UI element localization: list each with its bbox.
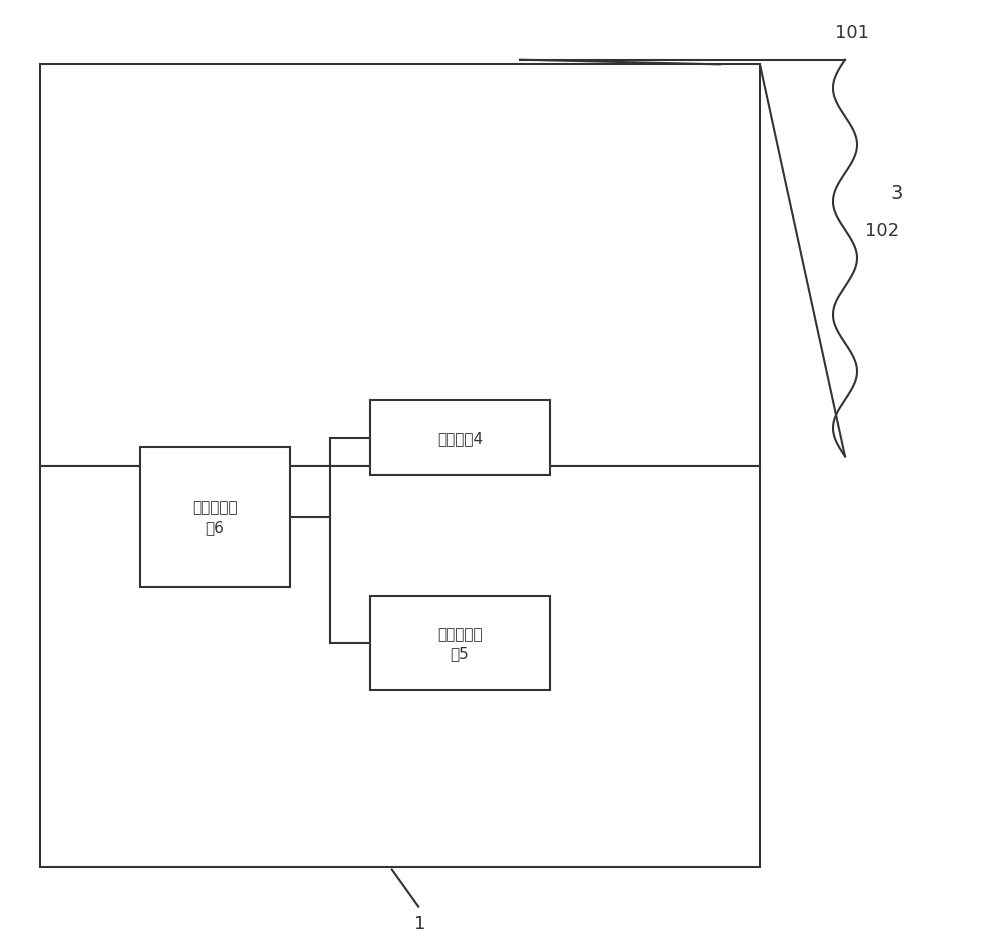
Bar	[140, 447, 290, 588]
Text: 102: 102	[865, 222, 899, 240]
Bar	[370, 401, 550, 475]
Text: 检测机构4: 检测机构4	[437, 431, 483, 446]
Bar	[370, 597, 550, 690]
Bar	[40, 466, 760, 867]
Text: 3: 3	[890, 184, 902, 203]
Bar	[40, 66, 760, 466]
Text: 检测校对机
构5: 检测校对机 构5	[437, 626, 483, 661]
Text: 核心处理模
块6: 核心处理模 块6	[192, 500, 238, 534]
Text: 1: 1	[414, 914, 426, 931]
Text: 101: 101	[835, 24, 869, 42]
